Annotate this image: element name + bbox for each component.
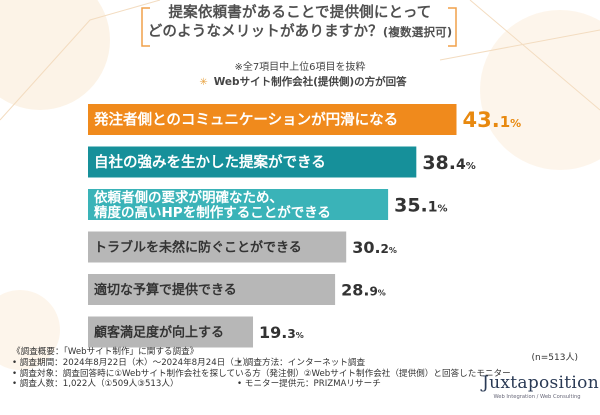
chart-title: 提案依頼書があることで提供側にとって どのようなメリットがありますか？(複数選択… — [0, 4, 600, 42]
bg-circle-right — [480, 10, 600, 170]
bar — [88, 104, 457, 135]
title-frame — [141, 7, 457, 47]
footer-method: • 調査方法：インターネット調査 — [237, 357, 366, 368]
respondent-line: ✳ Webサイト制作会社(提供側)の方が回答 — [0, 74, 600, 89]
title-line-2-suffix: (複数選択可) — [382, 25, 453, 39]
value-label: 43.1% — [463, 108, 522, 132]
value-label: 38.4% — [422, 152, 475, 174]
footer-provider: • モニター提供元：PRIZMAリサーチ — [237, 379, 381, 390]
bar-group: トラブルを未然に防ぐことができる 30.2% — [88, 231, 397, 263]
star-icon: ✳ — [199, 77, 208, 88]
title-line-2-main: どのようなメリットがありますか？ — [147, 24, 383, 40]
selection-note: ※全7項目中上位6項目を抜粋 — [234, 62, 366, 73]
value-label: 19.3% — [259, 323, 304, 342]
bar-group: 適切な予算で提供できる 28.9% — [88, 274, 386, 305]
footer-count: • 調査人数：1,022人（①509人③513人） — [12, 379, 179, 390]
respondent-text: Webサイト制作会社(提供側)の方が回答 — [213, 76, 407, 88]
bar-group: 発注者側とのコミュニケーションが円滑になる 43.1% — [88, 104, 521, 135]
bar-label: 顧客満足度が向上する — [94, 325, 224, 341]
footer-row: • 調査人数：1,022人（①509人③513人） • モニター提供元：PRIZM… — [12, 379, 442, 390]
bar — [88, 189, 389, 220]
bar — [88, 231, 347, 263]
survey-footer: 《調査概要：「Webサイト制作」に関する調査》 • 調査期間：2024年8月22… — [12, 347, 511, 390]
value-label: 35.1% — [394, 194, 447, 216]
bar-label: トラブルを未然に防ぐことができる — [94, 240, 302, 256]
bar-group: 顧客満足度が向上する 19.3% — [88, 316, 304, 348]
footer-target: • 調査対象：調査回答時に①Webサイト制作会社を探している方（発注側）②Web… — [12, 368, 511, 379]
company-logo: Juxtaposition Web Integration / Web Cons… — [482, 373, 599, 400]
bg-line — [469, 0, 600, 111]
sample-size: (n=513人) — [531, 353, 578, 363]
bar-label: 自社の強みを生かした提案ができる — [94, 153, 326, 171]
bg-circle-left — [0, 0, 110, 110]
bar-label: 依頼者側の要求が明確なため、 — [94, 189, 283, 206]
value-label: 28.9% — [341, 280, 386, 299]
footer-heading: 《調査概要：「Webサイト制作」に関する調査》 — [12, 347, 199, 357]
title-line-1: 提案依頼書があることで提供側にとって — [168, 5, 432, 21]
footer-row: • 調査期間：2024年8月22日（木）〜2024年8月24日（土） • 調査方法… — [12, 358, 442, 369]
bar-label: 精度の高いHPを制作することができる — [94, 204, 331, 221]
logo-tagline: Web Integration / Web Consulting — [493, 394, 581, 400]
footer-row: • 調査対象：調査回答時に①Webサイト制作会社を探している方（発注側）②Web… — [12, 369, 511, 380]
bar-label: 適切な予算で提供できる — [94, 282, 237, 298]
bar — [88, 146, 417, 178]
bg-circle-bottom-left — [0, 290, 60, 370]
bar-group: 自社の強みを生かした提案ができる 38.4% — [88, 146, 476, 178]
bar — [88, 274, 336, 305]
bar — [88, 316, 254, 348]
footer-period: • 調査期間：2024年8月22日（木）〜2024年8月24日（土） — [12, 357, 252, 368]
bar-group: 依頼者側の要求が明確なため、精度の高いHPを制作することができる 35.1% — [88, 189, 448, 221]
bg-line — [0, 0, 161, 121]
value-label: 30.2% — [352, 238, 397, 257]
title-line-2: どのようなメリットがありますか？(複数選択可) — [0, 23, 600, 42]
bg-line — [439, 29, 600, 61]
title-bracket-left — [141, 7, 150, 47]
title-bracket-right — [448, 7, 457, 47]
logo-name: Juxtaposition — [482, 373, 599, 393]
bar-label: 発注者側とのコミュニケーションが円滑になる — [93, 111, 398, 129]
